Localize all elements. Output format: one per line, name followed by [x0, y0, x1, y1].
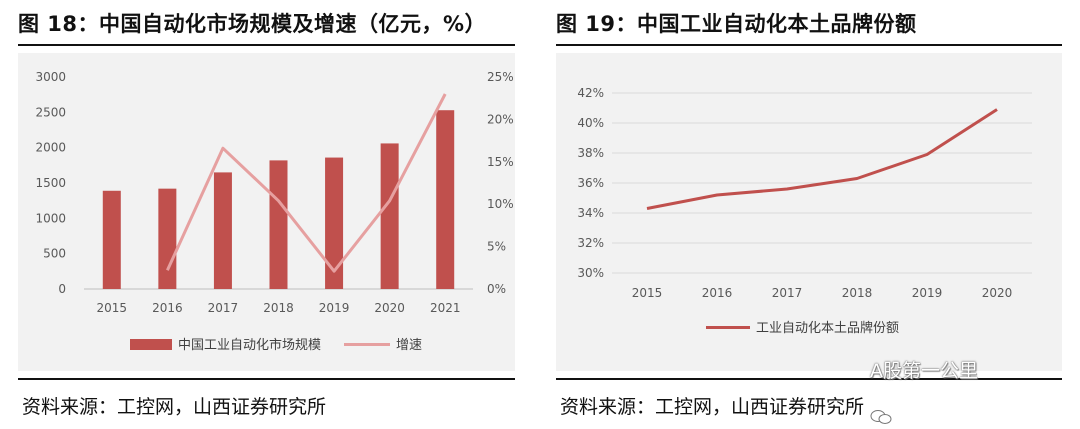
- x-tick-label: 2020: [982, 286, 1013, 300]
- y-left-tick-label: 0: [58, 282, 66, 296]
- watermark-text: A股第一公里: [870, 360, 978, 382]
- left-figure-panel: 图 18：中国自动化市场规模及增速（亿元，%） 0 500 1000 1500 2000…: [18, 0, 515, 429]
- y-tick-label: 32%: [577, 236, 604, 250]
- wechat-icon: [870, 410, 892, 424]
- y-left-tick-label: 1000: [35, 211, 66, 225]
- x-tick-label: 2016: [702, 286, 733, 300]
- left-source-rule: [18, 378, 515, 380]
- x-tick-label: 2018: [263, 301, 294, 315]
- y-left-tick-label: 500: [43, 247, 66, 261]
- x-tick-label: 2019: [912, 286, 943, 300]
- y-tick-label: 30%: [577, 266, 604, 280]
- right-chart-background: [556, 53, 1062, 371]
- legend-bar-label: 中国工业自动化市场规模: [178, 337, 321, 353]
- y-right-tick-label: 25%: [487, 70, 514, 84]
- y-right-tick-label: 15%: [487, 155, 514, 169]
- legend-line-label: 增速: [396, 338, 422, 353]
- bar-market-size-2019: [325, 157, 344, 289]
- y-right-tick-label: 20%: [487, 112, 514, 126]
- x-tick-label: 2018: [842, 286, 873, 300]
- y-tick-label: 38%: [577, 146, 604, 160]
- right-title-rule: [556, 44, 1062, 46]
- left-source-note: 资料来源：工控网，山西证券研究所: [22, 396, 327, 418]
- bar-market-size-2017: [213, 172, 232, 289]
- right-figure-panel: 图 19：中国工业自动化本土品牌份额 30% 32% 34% 36% 38% 40% 42%…: [556, 0, 1062, 429]
- brand-share-chart: 30% 32% 34% 36% 38% 40% 42% 2015 2016 2017 2018 201…: [577, 86, 1032, 336]
- legend-bar-swatch: [130, 339, 172, 350]
- x-tick-label: 2021: [430, 301, 461, 315]
- x-tick-label: 2015: [97, 301, 128, 315]
- x-tick-label: 2016: [152, 301, 183, 315]
- bar-market-size-2015: [102, 190, 121, 289]
- y-left-tick-label: 2000: [35, 141, 66, 155]
- y-tick-label: 34%: [577, 206, 604, 220]
- y-right-tick-label: 10%: [487, 197, 514, 211]
- brand-share-line: [646, 108, 998, 210]
- left-title-rule: [18, 44, 515, 46]
- legend-label: 工业自动化本土品牌份额: [756, 320, 899, 336]
- y-right-tick-label: 0%: [487, 282, 506, 296]
- y-left-tick-label: 2500: [35, 105, 66, 119]
- x-tick-label: 2017: [772, 286, 803, 300]
- y-left-tick-label: 3000: [35, 70, 66, 84]
- bar-market-size-2018: [269, 160, 288, 289]
- right-figure-title: 图 19：中国工业自动化本土品牌份额: [556, 12, 917, 36]
- bar-market-size-2021: [436, 110, 455, 289]
- y-right-tick-label: 5%: [487, 240, 506, 254]
- y-tick-label: 36%: [577, 176, 604, 190]
- growth-rate-line: [166, 93, 447, 273]
- x-tick-label: 2019: [319, 301, 350, 315]
- right-source-note: 资料来源：工控网，山西证券研究所: [560, 396, 865, 418]
- x-tick-label: 2020: [374, 301, 405, 315]
- bar-market-size-2020: [380, 143, 399, 289]
- y-left-tick-label: 1500: [35, 176, 66, 190]
- left-figure-title: 图 18：中国自动化市场规模及增速（亿元，%）: [18, 12, 487, 36]
- y-tick-label: 40%: [577, 116, 604, 130]
- x-tick-label: 2017: [208, 301, 239, 315]
- bar-market-size-2016: [158, 188, 177, 289]
- x-tick-label: 2015: [632, 286, 663, 300]
- left-chart-background: [18, 53, 515, 371]
- market-size-chart: 0 500 1000 1500 2000 2500 3000 0% 5% 10% 15% 20% 25%…: [35, 70, 514, 353]
- right-source-rule: [556, 378, 1062, 380]
- watermark: A股第一公里: [870, 356, 978, 424]
- y-tick-label: 42%: [577, 86, 604, 100]
